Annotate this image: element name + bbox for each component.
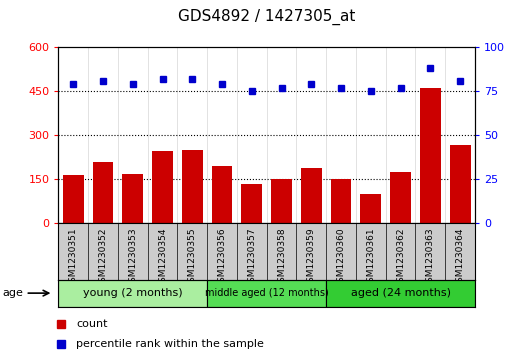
Text: GSM1230359: GSM1230359 xyxy=(307,228,316,288)
Bar xyxy=(207,280,326,307)
Bar xyxy=(450,146,470,223)
Text: GSM1230354: GSM1230354 xyxy=(158,228,167,288)
Bar xyxy=(122,174,143,223)
Text: GSM1230356: GSM1230356 xyxy=(217,228,227,288)
Text: young (2 months): young (2 months) xyxy=(83,288,182,298)
Bar xyxy=(271,179,292,223)
Bar xyxy=(360,194,381,223)
Text: GSM1230352: GSM1230352 xyxy=(99,228,108,288)
Bar xyxy=(420,88,441,223)
Text: age: age xyxy=(3,288,23,298)
Text: middle aged (12 months): middle aged (12 months) xyxy=(205,288,329,298)
Text: GSM1230364: GSM1230364 xyxy=(456,228,465,288)
Bar xyxy=(58,280,207,307)
Text: GSM1230363: GSM1230363 xyxy=(426,228,435,288)
Bar xyxy=(326,280,475,307)
Bar xyxy=(212,166,233,223)
Bar xyxy=(182,151,203,223)
Text: percentile rank within the sample: percentile rank within the sample xyxy=(76,339,264,349)
Text: GDS4892 / 1427305_at: GDS4892 / 1427305_at xyxy=(178,9,356,25)
Text: GSM1230351: GSM1230351 xyxy=(69,228,78,288)
Text: GSM1230357: GSM1230357 xyxy=(247,228,257,288)
Text: GSM1230358: GSM1230358 xyxy=(277,228,286,288)
Text: GSM1230360: GSM1230360 xyxy=(337,228,345,288)
Text: count: count xyxy=(76,319,107,329)
Text: aged (24 months): aged (24 months) xyxy=(351,288,451,298)
Bar xyxy=(331,179,352,223)
Bar xyxy=(92,162,113,223)
Bar xyxy=(390,172,411,223)
Text: GSM1230361: GSM1230361 xyxy=(366,228,375,288)
Bar xyxy=(241,184,262,223)
Bar xyxy=(152,151,173,223)
Text: GSM1230353: GSM1230353 xyxy=(129,228,137,288)
Text: GSM1230355: GSM1230355 xyxy=(188,228,197,288)
Bar xyxy=(63,175,84,223)
Text: GSM1230362: GSM1230362 xyxy=(396,228,405,288)
Bar xyxy=(301,168,322,223)
